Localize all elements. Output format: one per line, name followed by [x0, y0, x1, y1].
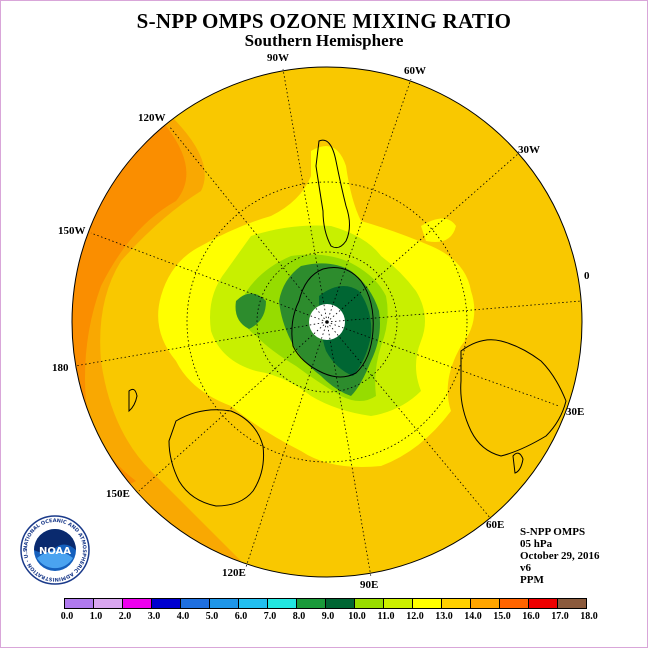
colorbar-tick-label: 6.0 — [234, 611, 248, 622]
info-units: PPM — [520, 574, 544, 586]
colorbar-tick-label: 1.0 — [89, 611, 103, 622]
antarctica-coast — [291, 267, 374, 378]
field-contour-12-13-east — [421, 218, 456, 242]
colorbar-tick-label: 8.0 — [292, 611, 306, 622]
colorbar-box — [325, 598, 354, 609]
info-instrument: S-NPP OMPS — [520, 526, 586, 538]
australia-coast — [168, 409, 264, 507]
africa-coast — [460, 339, 567, 457]
colorbar-tick-label: 11.0 — [377, 611, 395, 622]
colorbar-tick-label: 3.0 — [147, 611, 161, 622]
lon-label-60w: 60W — [404, 65, 426, 77]
ozone-field — [72, 67, 582, 577]
coastlines — [128, 139, 567, 507]
colorbar-tick-label: 18.0 — [580, 611, 598, 622]
lon-label-120w: 120W — [138, 112, 166, 124]
colorbar-box — [470, 598, 499, 609]
info-date: October 29, 2016 — [520, 550, 600, 562]
longitude-labels: 90W 60W 30W 0 30E 60E 90E 120E 150E 180 … — [52, 52, 590, 591]
colorbar-box — [441, 598, 470, 609]
colorbar-box — [383, 598, 412, 609]
pole-marker — [325, 320, 329, 324]
map-title: S-NPP OMPS OZONE MIXING RATIO — [136, 9, 512, 33]
colorbar-box — [528, 598, 557, 609]
lon-label-90w: 90W — [267, 52, 289, 64]
colorbar-tick-label: 5.0 — [205, 611, 219, 622]
map-boundary — [71, 66, 583, 578]
lon-label-120e: 120E — [222, 567, 246, 579]
lon-label-180: 180 — [52, 362, 69, 374]
colorbar-tick-label: 13.0 — [435, 611, 453, 622]
colorbar-box — [499, 598, 528, 609]
lon-label-0: 0 — [584, 270, 590, 282]
colorbar-tick-label: 14.0 — [464, 611, 482, 622]
colorbar-tick-label: 9.0 — [321, 611, 335, 622]
colorbar-box — [93, 598, 122, 609]
colorbar-box — [238, 598, 267, 609]
field-contour-15-16 — [72, 126, 187, 521]
colorbar-box — [64, 598, 93, 609]
colorbar-box — [180, 598, 209, 609]
colorbar-box — [557, 598, 587, 609]
noaa-logo-text: NOAA — [39, 546, 71, 557]
colorbar-box — [354, 598, 383, 609]
lon-label-30w: 30W — [518, 144, 540, 156]
colorbar-tick-label: 2.0 — [118, 611, 132, 622]
colorbar-tick-label: 7.0 — [263, 611, 277, 622]
colorbar-tick-label: 4.0 — [176, 611, 190, 622]
colorbar — [64, 598, 587, 609]
lon-label-90e: 90E — [360, 579, 378, 591]
colorbar-tick-label: 0.0 — [60, 611, 74, 622]
graticule — [74, 68, 582, 578]
info-version: v6 — [520, 562, 531, 574]
colorbar-tick-label: 17.0 — [551, 611, 569, 622]
south-america-coast — [315, 139, 350, 249]
colorbar-box — [209, 598, 238, 609]
new-zealand-coast — [128, 388, 138, 413]
colorbar-box — [151, 598, 180, 609]
noaa-logo: NATIONAL OCEANIC AND ATMOSPHERIC ADMINIS… — [17, 510, 91, 586]
meridians — [74, 68, 582, 578]
colorbar-box — [296, 598, 325, 609]
lon-label-30e: 30E — [566, 406, 584, 418]
map-subtitle: Southern Hemisphere — [244, 31, 404, 50]
colorbar-box — [412, 598, 441, 609]
lon-label-150e: 150E — [106, 488, 130, 500]
product-info: S-NPP OMPS 05 hPa October 29, 2016 v6 PP… — [520, 526, 600, 586]
madagascar-coast — [512, 452, 524, 474]
field-contour-9-10-west — [235, 293, 266, 329]
lon-label-60e: 60E — [486, 519, 504, 531]
colorbar-tick-label: 10.0 — [348, 611, 366, 622]
colorbar-tick-label: 12.0 — [406, 611, 424, 622]
info-level: 05 hPa — [520, 538, 553, 550]
colorbar-box — [267, 598, 296, 609]
colorbar-box — [122, 598, 151, 609]
colorbar-tick-label: 16.0 — [522, 611, 540, 622]
colorbar-tick-label: 15.0 — [493, 611, 511, 622]
lon-label-150w: 150W — [58, 225, 86, 237]
